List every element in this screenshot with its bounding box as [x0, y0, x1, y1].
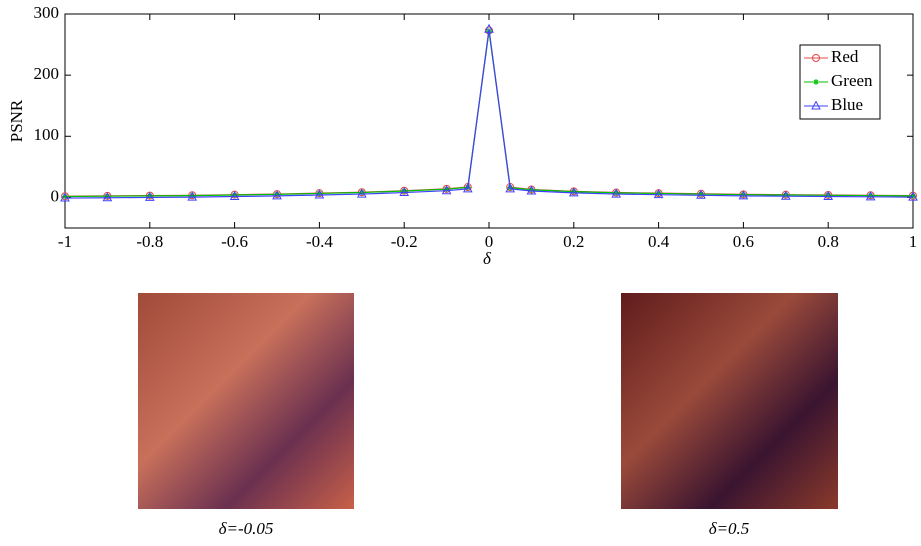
marker [696, 189, 706, 199]
legend-label: Blue [831, 95, 863, 114]
marker [231, 191, 238, 198]
marker [187, 191, 198, 201]
marker [399, 186, 410, 197]
marker [653, 189, 664, 199]
marker [823, 190, 834, 201]
marker [229, 190, 240, 201]
series-line [64, 29, 914, 199]
marker [867, 192, 874, 199]
image-caption: δ=0.5 [709, 519, 750, 538]
marker [698, 191, 704, 198]
series-line [64, 31, 914, 198]
marker [62, 193, 68, 200]
y-tick-label: 0 [51, 186, 60, 205]
x-tick-label: -1 [58, 232, 72, 251]
marker [505, 183, 516, 193]
marker [811, 100, 821, 110]
legend-label: Red [831, 47, 859, 66]
marker [782, 191, 789, 198]
marker [812, 54, 820, 62]
marker [102, 192, 113, 202]
y-tick-label: 300 [34, 3, 60, 22]
x-tick-label: -0.6 [221, 232, 248, 251]
marker [568, 187, 579, 197]
legend-label: Green [831, 71, 873, 90]
marker [274, 191, 280, 198]
marker [358, 189, 365, 196]
x-tick-label: 0.8 [818, 232, 839, 251]
marker [528, 186, 535, 193]
marker [825, 192, 832, 199]
x-tick-label: 0 [485, 232, 494, 251]
x-tick-label: 0.6 [733, 232, 754, 251]
image-caption: δ=-0.05 [219, 519, 274, 538]
marker [484, 23, 494, 33]
marker [655, 190, 662, 197]
x-tick-label: 0.2 [563, 232, 584, 251]
series-line [64, 30, 914, 197]
marker [314, 189, 325, 199]
marker [526, 185, 537, 195]
marker [316, 190, 323, 197]
x-tick-label: 0.4 [648, 232, 670, 251]
marker [272, 190, 282, 200]
marker [441, 185, 452, 195]
marker [144, 191, 155, 201]
marker [910, 192, 916, 199]
image-delta-minus [138, 293, 354, 509]
marker [60, 192, 70, 202]
marker [611, 188, 622, 198]
marker [401, 188, 408, 195]
marker [865, 191, 876, 201]
marker [613, 189, 620, 196]
image-delta-plus [621, 293, 838, 509]
marker [356, 188, 367, 198]
x-tick-label: -0.4 [306, 232, 333, 251]
y-tick-label: 100 [34, 125, 60, 144]
marker [462, 183, 473, 193]
marker [189, 192, 196, 199]
x-axis-label: δ [483, 249, 492, 268]
marker [908, 191, 918, 201]
marker [570, 188, 577, 195]
x-tick-label: -0.8 [136, 232, 163, 251]
marker [780, 190, 791, 200]
x-tick-label: -0.2 [391, 232, 418, 251]
marker [104, 193, 111, 200]
marker [738, 190, 749, 200]
marker [813, 79, 819, 85]
marker [146, 192, 153, 199]
marker [740, 191, 747, 198]
marker [443, 186, 450, 193]
y-tick-label: 200 [34, 64, 60, 83]
y-axis-label: PSNR [7, 99, 26, 142]
x-tick-label: 1 [909, 232, 918, 251]
